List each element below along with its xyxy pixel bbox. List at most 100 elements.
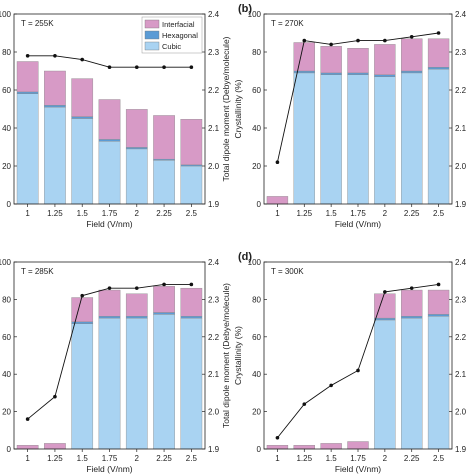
x-tick-label: 2 (135, 454, 140, 463)
y-tick-label: 80 (2, 295, 11, 304)
x-tick-label: 2.5 (433, 209, 445, 218)
bar-cubic-7 (427, 68, 450, 205)
bar-cubic-6 (153, 160, 175, 205)
bar-cubic-4 (347, 74, 369, 205)
bar-hexagonal-2 (44, 104, 66, 108)
bar-interfacial-6 (401, 38, 423, 72)
legend-label-interfacial: Interfacial (162, 20, 195, 29)
y-tick-label: 40 (2, 124, 11, 133)
dipole-point-1 (275, 435, 280, 440)
y-tick-label: 100 (0, 10, 12, 19)
bar-interfacial-7 (180, 119, 203, 166)
bar-interfacial-7 (427, 289, 450, 315)
x-tick-label: 1.75 (102, 209, 118, 218)
bar-interfacial-5 (125, 109, 148, 148)
dipole-point-2 (53, 54, 57, 58)
y2-tick-label: 1.9 (455, 200, 467, 209)
x-tick-label: 2.5 (186, 454, 198, 463)
bar-cubic-4 (98, 141, 121, 205)
y-tick-label: 100 (0, 258, 12, 267)
y-tick-label: 40 (252, 124, 261, 133)
panel-1: 0 20 40 60 80 100 1.9 2.0 2.1 2.2 2.3 2.4 1 1.25 1.5 1.… (0, 10, 231, 229)
bar-cubic-6 (401, 72, 423, 205)
legend-swatch-cubic (144, 41, 160, 51)
y-tick-label: 80 (2, 48, 11, 57)
bar-interfacial-7 (427, 38, 450, 68)
dipole-point-4 (356, 38, 360, 43)
bar-interfacial-1 (266, 196, 289, 205)
bar-cubic-5 (125, 148, 148, 205)
bar-hexagonal-6 (153, 312, 175, 315)
x-tick-label: 2.5 (433, 454, 445, 463)
x-tick-label: 1.75 (350, 209, 366, 218)
y2-tick-label: 2.1 (455, 370, 467, 379)
dipole-point-7 (189, 282, 194, 287)
y2-tick-label: 2.2 (208, 333, 220, 342)
bar-interfacial-5 (125, 293, 148, 317)
bar-hexagonal-1 (16, 91, 39, 95)
bar-interfacial-1 (16, 445, 39, 450)
bar-hexagonal-5 (125, 316, 148, 319)
x-tick-label: 2 (383, 209, 388, 218)
dipole-point-1 (275, 160, 280, 164)
bar-cubic-3 (320, 74, 342, 205)
x-tick-label: 2 (135, 209, 140, 218)
bar-interfacial-4 (98, 289, 121, 317)
x-tick-label: 1.25 (47, 454, 63, 463)
x-axis-label: Field (V/nm) (335, 219, 381, 229)
bar-interfacial-2 (293, 445, 315, 450)
plot-frame (263, 261, 453, 450)
y2-tick-label: 2.1 (208, 124, 220, 133)
x-tick-label: 2.25 (156, 209, 172, 218)
y2-tick-label: 2.0 (208, 408, 220, 417)
x-tick-label: 2 (383, 454, 388, 463)
y-tick-label: 0 (7, 445, 12, 454)
y-tick-label: 20 (252, 162, 261, 171)
bar-interfacial-3 (320, 46, 342, 74)
y-tick-label: 60 (252, 333, 261, 342)
dipole-point-6 (409, 286, 414, 290)
y-tick-label: 40 (2, 370, 11, 379)
dipole-point-7 (436, 282, 441, 287)
y-tick-label: 60 (252, 86, 261, 95)
bar-hexagonal-7 (427, 314, 450, 317)
panel-2: 0 20 40 60 80 100 1.9 2.0 2.1 2.2 2.3 2.4 1 1.25 1.5 1.… (233, 3, 467, 229)
x-axis-label: Field (V/nm) (86, 219, 132, 229)
bar-hexagonal-7 (180, 316, 203, 319)
bar-interfacial-2 (44, 70, 66, 106)
y-tick-label: 0 (257, 445, 262, 454)
bar-cubic-5 (374, 319, 396, 450)
y-tick-label: 80 (252, 295, 261, 304)
panel-label: (d) (238, 251, 252, 263)
dipole-point-1 (25, 54, 30, 58)
y2-tick-label: 2.0 (455, 162, 467, 171)
x-tick-label: 2.5 (186, 209, 198, 218)
bar-hexagonal-5 (374, 74, 396, 77)
y-tick-label: 20 (252, 408, 261, 417)
bar-interfacial-6 (153, 286, 175, 313)
y2-tick-label: 1.9 (455, 445, 467, 454)
y2-tick-label: 2.3 (455, 48, 467, 57)
x-tick-label: 1.25 (296, 209, 312, 218)
bar-interfacial-2 (44, 443, 66, 450)
bar-interfacial-1 (266, 445, 289, 450)
temperature-label: T = 300K (271, 267, 304, 276)
y2-tick-label: 2.1 (455, 124, 467, 133)
x-tick-label: 1.5 (326, 209, 338, 218)
y2-axis-label: Total dipole moment (Debye/molecule) (221, 283, 231, 428)
y2-tick-label: 2.4 (455, 10, 467, 19)
y2-tick-label: 2.0 (455, 408, 467, 417)
y-tick-label: 0 (7, 200, 12, 209)
bar-cubic-7 (180, 165, 203, 205)
y2-tick-label: 2.3 (208, 48, 220, 57)
y2-tick-label: 2.1 (208, 370, 220, 379)
y2-tick-label: 2.4 (455, 258, 467, 267)
x-axis-label: Field (V/nm) (335, 464, 381, 474)
bar-cubic-7 (180, 317, 203, 450)
y-tick-label: 80 (252, 48, 261, 57)
temperature-label: T = 285K (21, 267, 54, 276)
legend-swatch-hexagonal (144, 30, 160, 40)
dipole-point-4 (107, 286, 112, 290)
y2-tick-label: 2.4 (208, 10, 220, 19)
x-tick-label: 1 (275, 454, 280, 463)
